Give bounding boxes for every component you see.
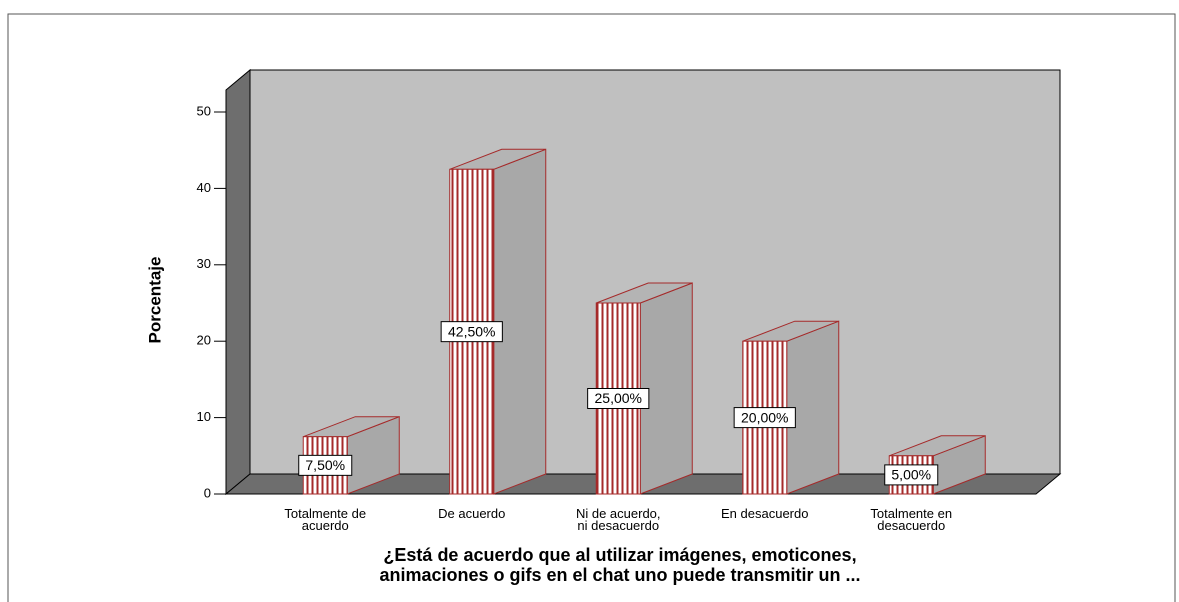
value-label: 42,50%	[448, 323, 495, 339]
y-tick-label: 0	[204, 485, 211, 500]
y-tick-label: 10	[197, 409, 211, 424]
value-label: 20,00%	[741, 409, 788, 425]
value-label: 7,50%	[305, 457, 345, 473]
value-label-box	[733, 407, 796, 429]
y-axis-label: Porcentaje	[145, 257, 164, 344]
value-label-box	[440, 321, 503, 343]
value-label: 25,00%	[595, 390, 642, 406]
y-tick-label: 20	[197, 333, 211, 348]
x-tick-label: Totalmente de acuerdo	[284, 506, 367, 533]
y-tick-label: 50	[197, 103, 211, 118]
y-tick-label: 40	[197, 180, 211, 195]
value-label-box	[587, 388, 650, 409]
x-tick-label: Totalmente en desacuerdo	[870, 506, 953, 533]
frame	[7, 13, 1176, 602]
x-tick-label: De acuerdo	[438, 506, 506, 521]
value-label-box	[298, 454, 353, 476]
value-label-box	[884, 464, 939, 486]
x-axis-title: ¿Está de acuerdo que al utilizar imágene…	[379, 545, 861, 585]
side-wall	[225, 68, 251, 496]
y-tick-label: 30	[197, 256, 211, 271]
x-tick-label: En desacuerdo	[721, 506, 809, 521]
x-tick-label: Ni de acuerdo, ni desacuerdo	[575, 506, 661, 533]
value-label: 5,00%	[891, 467, 931, 483]
